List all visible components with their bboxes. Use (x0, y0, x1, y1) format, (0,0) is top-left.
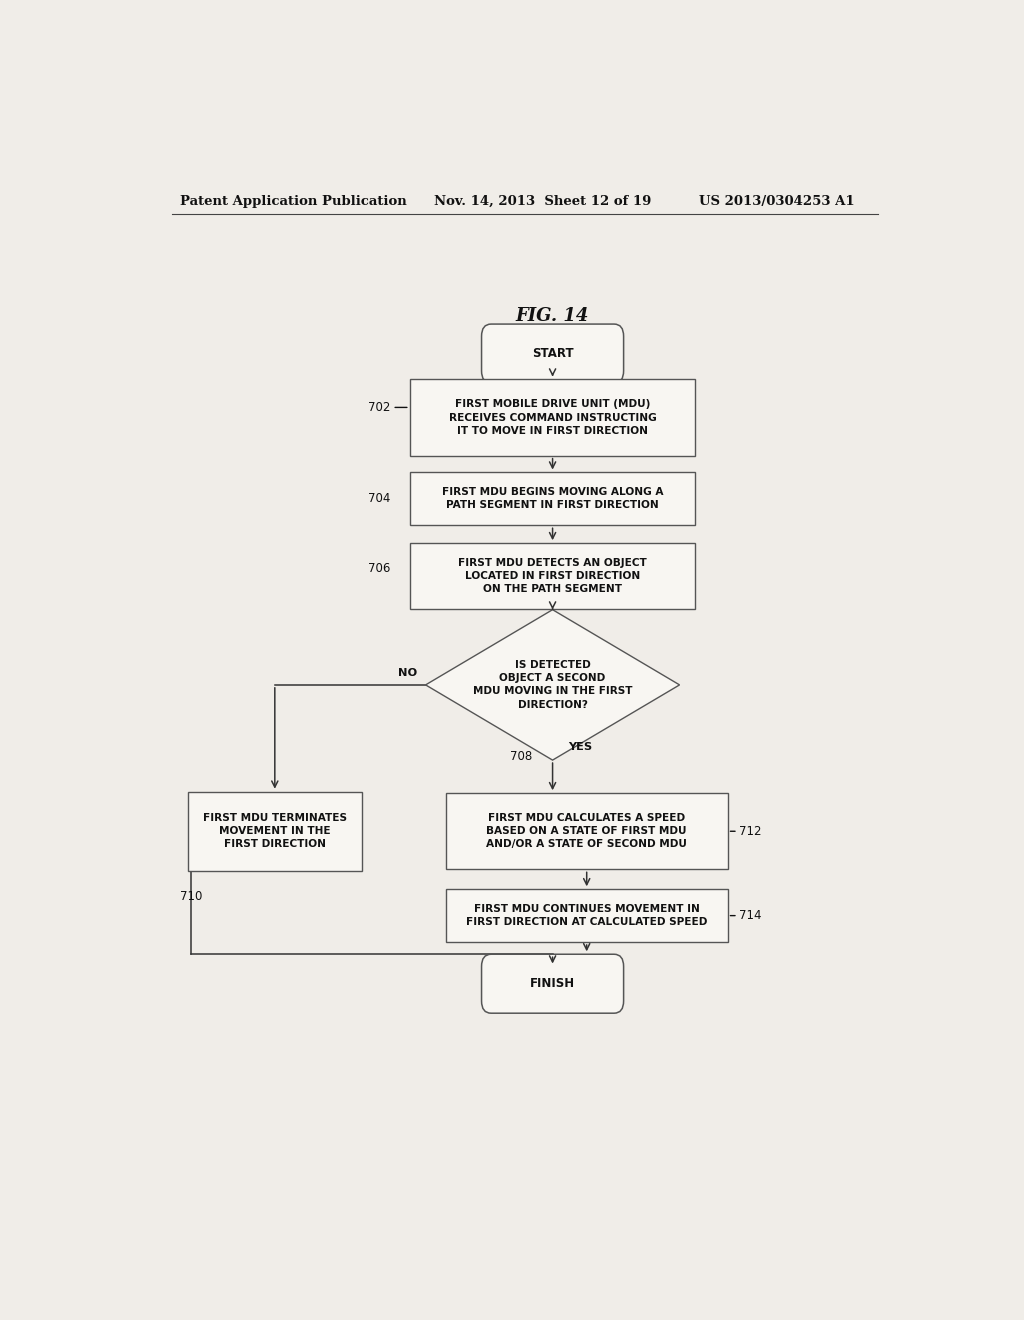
Text: FINISH: FINISH (530, 977, 575, 990)
Text: US 2013/0304253 A1: US 2013/0304253 A1 (699, 194, 855, 207)
Text: FIRST MDU CALCULATES A SPEED
BASED ON A STATE OF FIRST MDU
AND/OR A STATE OF SEC: FIRST MDU CALCULATES A SPEED BASED ON A … (486, 813, 687, 850)
Text: IS DETECTED
OBJECT A SECOND
MDU MOVING IN THE FIRST
DIRECTION?: IS DETECTED OBJECT A SECOND MDU MOVING I… (473, 660, 633, 710)
Text: FIRST MDU BEGINS MOVING ALONG A
PATH SEGMENT IN FIRST DIRECTION: FIRST MDU BEGINS MOVING ALONG A PATH SEG… (441, 487, 664, 511)
Text: Patent Application Publication: Patent Application Publication (179, 194, 407, 207)
Text: FIRST MDU CONTINUES MOVEMENT IN
FIRST DIRECTION AT CALCULATED SPEED: FIRST MDU CONTINUES MOVEMENT IN FIRST DI… (466, 904, 708, 927)
Text: FIRST MDU DETECTS AN OBJECT
LOCATED IN FIRST DIRECTION
ON THE PATH SEGMENT: FIRST MDU DETECTS AN OBJECT LOCATED IN F… (458, 558, 647, 594)
Text: YES: YES (568, 742, 593, 752)
Text: FIRST MDU TERMINATES
MOVEMENT IN THE
FIRST DIRECTION: FIRST MDU TERMINATES MOVEMENT IN THE FIR… (203, 813, 347, 850)
FancyBboxPatch shape (481, 954, 624, 1014)
FancyBboxPatch shape (410, 543, 695, 609)
Polygon shape (426, 610, 680, 760)
Text: NO: NO (398, 668, 418, 677)
Text: FIG. 14: FIG. 14 (516, 308, 589, 325)
Text: 708: 708 (510, 750, 531, 763)
FancyBboxPatch shape (187, 792, 362, 871)
Text: 704: 704 (368, 492, 390, 506)
Text: FIRST MOBILE DRIVE UNIT (MDU)
RECEIVES COMMAND INSTRUCTING
IT TO MOVE IN FIRST D: FIRST MOBILE DRIVE UNIT (MDU) RECEIVES C… (449, 400, 656, 436)
Text: 714: 714 (739, 909, 762, 923)
FancyBboxPatch shape (410, 473, 695, 525)
Text: 706: 706 (368, 561, 390, 574)
Text: Nov. 14, 2013  Sheet 12 of 19: Nov. 14, 2013 Sheet 12 of 19 (433, 194, 651, 207)
FancyBboxPatch shape (481, 325, 624, 383)
Text: 710: 710 (179, 890, 202, 903)
Text: START: START (531, 347, 573, 360)
Text: 712: 712 (739, 825, 762, 838)
FancyBboxPatch shape (445, 793, 728, 870)
Text: 702: 702 (368, 401, 390, 414)
FancyBboxPatch shape (445, 890, 728, 942)
FancyBboxPatch shape (410, 379, 695, 455)
